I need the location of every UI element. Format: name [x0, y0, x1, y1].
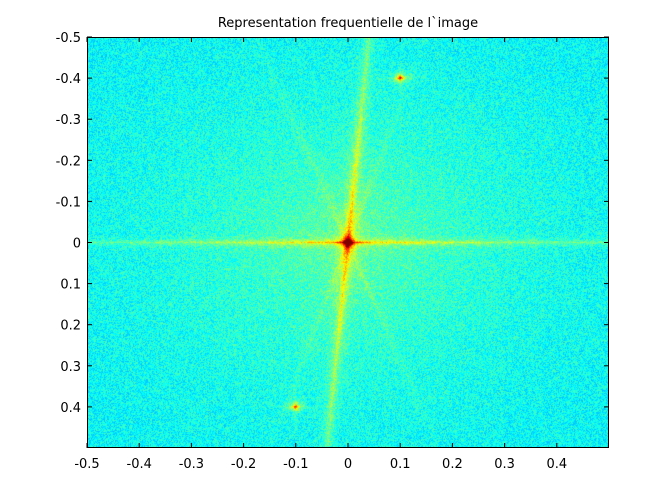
- spectrum-image: [87, 37, 609, 448]
- x-tick-label: -0.2: [231, 457, 256, 472]
- y-tick-label: -0.3: [56, 113, 81, 128]
- x-tick-label: 0.1: [390, 457, 411, 472]
- y-tick-label: -0.2: [56, 154, 81, 169]
- y-tick-label: -0.5: [56, 31, 81, 46]
- y-tick-label: 0.3: [60, 360, 81, 375]
- y-tick-label: 0: [73, 237, 81, 252]
- plot-area: [87, 37, 609, 448]
- x-tick-label: 0.3: [494, 457, 515, 472]
- x-tick-label: -0.1: [283, 457, 308, 472]
- y-tick-label: -0.1: [56, 195, 81, 210]
- x-tick-label: -0.5: [74, 457, 99, 472]
- chart-title: Representation frequentielle de l`image: [218, 16, 478, 31]
- y-tick-label: 0.2: [60, 319, 81, 334]
- x-tick-label: -0.3: [179, 457, 204, 472]
- x-tick-label: 0.4: [546, 457, 567, 472]
- y-tick-label: 0.4: [60, 401, 81, 416]
- x-tick-label: -0.4: [127, 457, 152, 472]
- x-axis: -0.5 -0.4 -0.3 -0.2 -0.1 0 0.1 0.2 0.3 0.4: [74, 37, 567, 472]
- x-tick-label: 0.2: [442, 457, 463, 472]
- y-tick-label: 0.1: [60, 278, 81, 293]
- x-tick-label: 0: [344, 457, 352, 472]
- y-axis: -0.5 -0.4 -0.3 -0.2 -0.1 0 0.1 0.2 0.3 0.4: [56, 31, 609, 416]
- y-tick-label: -0.4: [56, 72, 81, 87]
